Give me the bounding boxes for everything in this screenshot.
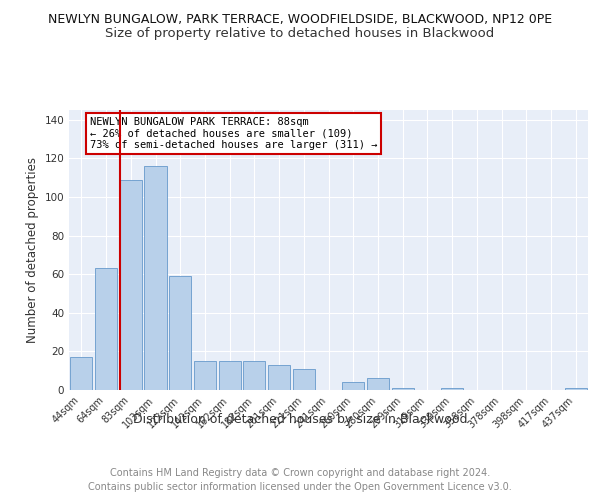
Bar — [145, 166, 167, 390]
Bar — [441, 388, 463, 390]
Text: Size of property relative to detached houses in Blackwood: Size of property relative to detached ho… — [106, 28, 494, 40]
Bar — [169, 276, 191, 390]
Bar — [392, 388, 414, 390]
Bar — [367, 378, 389, 390]
Bar — [95, 268, 117, 390]
Text: Distribution of detached houses by size in Blackwood: Distribution of detached houses by size … — [133, 412, 467, 426]
Bar — [243, 361, 265, 390]
Y-axis label: Number of detached properties: Number of detached properties — [26, 157, 39, 343]
Bar — [119, 180, 142, 390]
Text: NEWLYN BUNGALOW, PARK TERRACE, WOODFIELDSIDE, BLACKWOOD, NP12 0PE: NEWLYN BUNGALOW, PARK TERRACE, WOODFIELD… — [48, 12, 552, 26]
Bar — [342, 382, 364, 390]
Text: Contains HM Land Registry data © Crown copyright and database right 2024.
Contai: Contains HM Land Registry data © Crown c… — [88, 468, 512, 491]
Bar — [293, 369, 315, 390]
Bar — [268, 365, 290, 390]
Bar — [194, 361, 216, 390]
Bar — [218, 361, 241, 390]
Bar — [565, 388, 587, 390]
Text: NEWLYN BUNGALOW PARK TERRACE: 88sqm
← 26% of detached houses are smaller (109)
7: NEWLYN BUNGALOW PARK TERRACE: 88sqm ← 26… — [90, 117, 377, 150]
Bar — [70, 357, 92, 390]
